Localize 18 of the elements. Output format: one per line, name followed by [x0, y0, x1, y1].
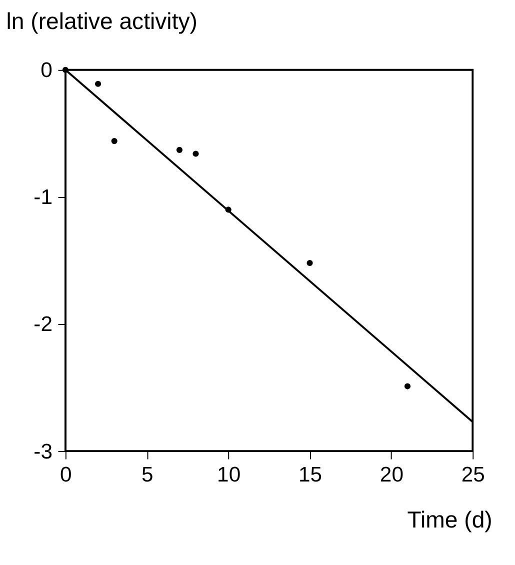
- y-tick-label: -1: [34, 186, 52, 210]
- y-tick-label: -2: [34, 313, 52, 336]
- y-axis-title: ln (relative activity): [6, 8, 198, 34]
- y-tick-label: 0: [40, 59, 52, 82]
- x-tick-label: 25: [461, 463, 485, 486]
- point: [306, 260, 313, 266]
- x-tick-label: 10: [217, 463, 241, 486]
- point: [94, 80, 102, 87]
- x-axis-title: Time (d): [407, 506, 492, 533]
- point: [176, 146, 183, 153]
- x-tick-label: 0: [60, 463, 72, 486]
- point: [111, 138, 118, 144]
- x-tick-label: 20: [380, 463, 404, 486]
- x-tick-label: 5: [141, 463, 154, 486]
- x-tick-label: 15: [298, 463, 322, 486]
- point: [192, 150, 199, 157]
- point: [404, 383, 411, 390]
- y-tick-label: -3: [34, 440, 52, 464]
